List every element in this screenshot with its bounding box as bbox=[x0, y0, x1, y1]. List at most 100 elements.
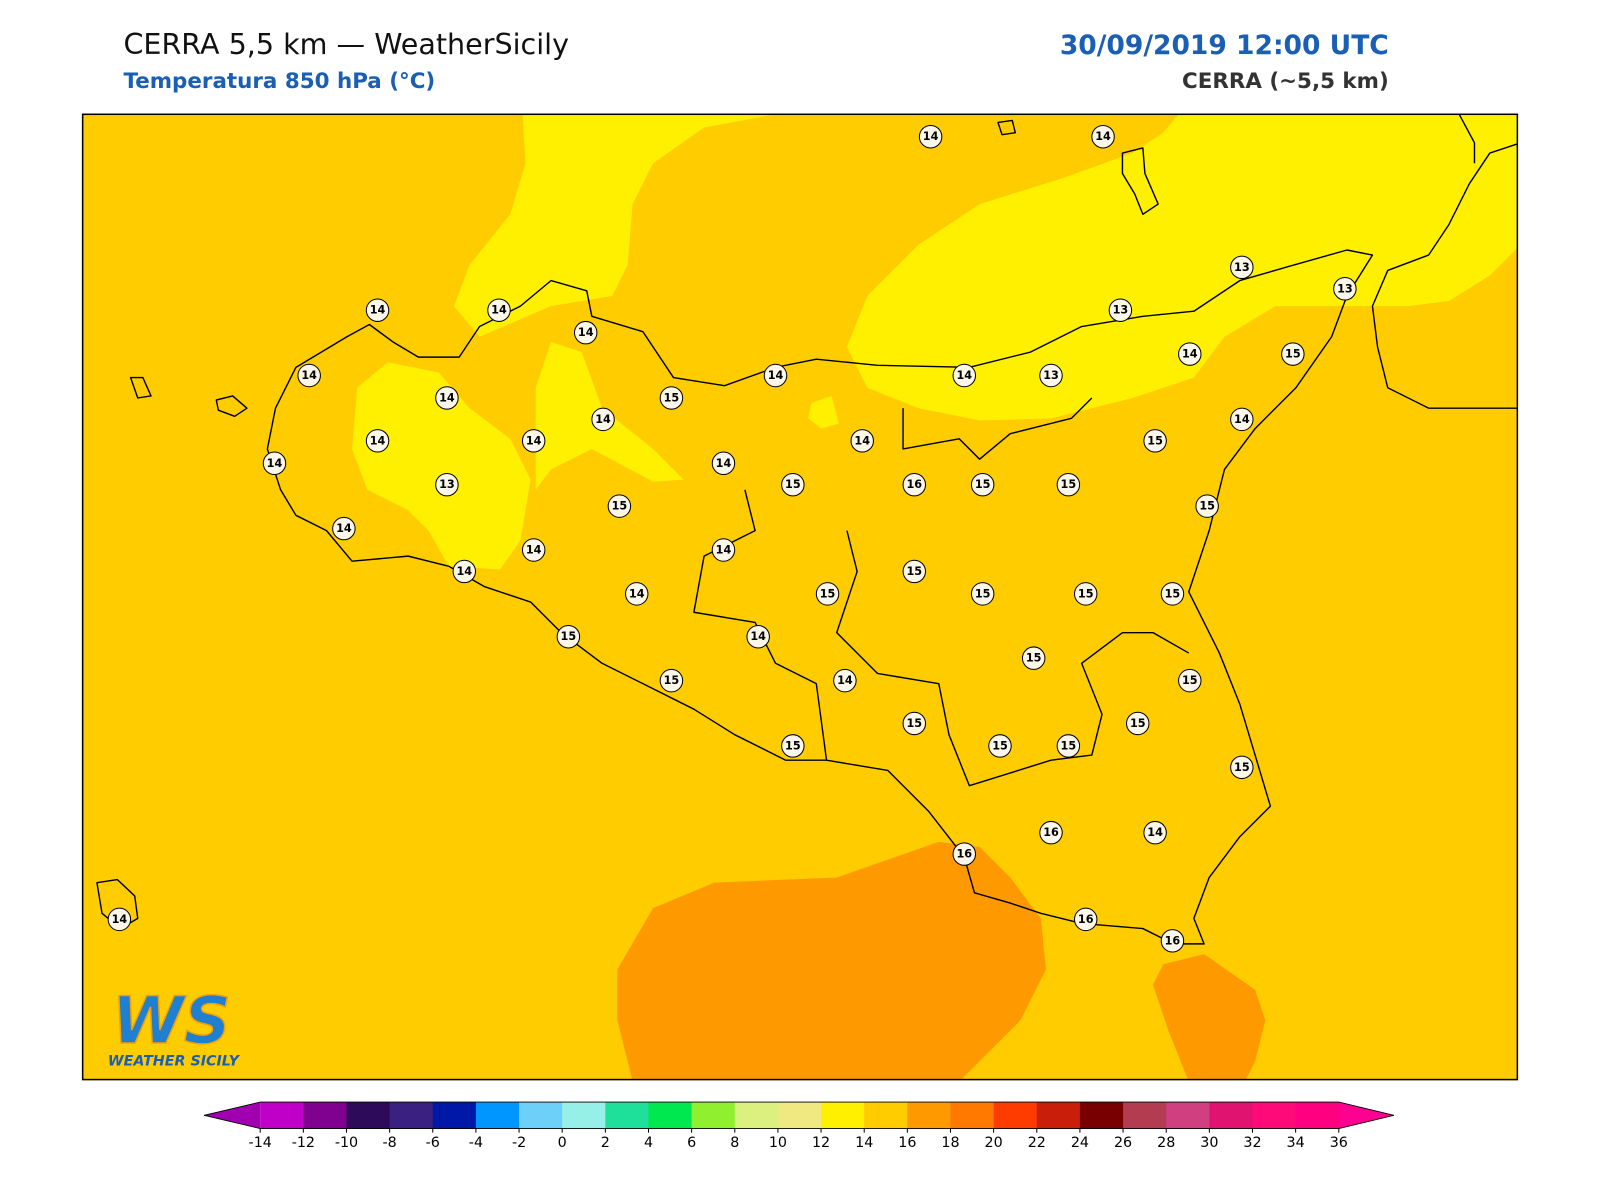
station-marker bbox=[1178, 668, 1202, 693]
colorbar-tick-label: 22 bbox=[1028, 1135, 1046, 1151]
station-value: 14 bbox=[336, 522, 352, 535]
station-marker bbox=[659, 386, 684, 410]
station-marker bbox=[262, 451, 287, 475]
station: 14 bbox=[1178, 342, 1202, 366]
colorbar-tick-label: -12 bbox=[292, 1135, 315, 1151]
station-marker bbox=[487, 298, 511, 322]
colorbar-bin bbox=[1036, 1102, 1081, 1129]
station-value: 14 bbox=[491, 304, 507, 317]
station-value: 14 bbox=[629, 587, 645, 600]
station: 15 bbox=[1195, 494, 1219, 518]
station: 15 bbox=[659, 386, 684, 410]
station-marker bbox=[297, 363, 321, 388]
station-marker bbox=[1108, 298, 1133, 322]
station-value: 15 bbox=[1147, 434, 1163, 447]
colorbar-bin bbox=[1252, 1102, 1297, 1129]
station-value: 14 bbox=[716, 544, 732, 557]
station-value: 15 bbox=[1061, 739, 1077, 752]
station: 14 bbox=[262, 451, 287, 475]
station-marker bbox=[1091, 125, 1115, 149]
station: 14 bbox=[573, 320, 598, 345]
station-value: 14 bbox=[1147, 826, 1163, 839]
colorbar-tick-label: 14 bbox=[855, 1135, 873, 1151]
station: 14 bbox=[1143, 820, 1167, 845]
station: 14 bbox=[1091, 125, 1115, 149]
colorbar-tick-label: 12 bbox=[812, 1135, 830, 1151]
colorbar-tick-label: 34 bbox=[1287, 1135, 1305, 1151]
station-marker bbox=[970, 582, 995, 606]
colorbar-tick-label: 24 bbox=[1071, 1135, 1089, 1151]
station-marker bbox=[573, 320, 598, 345]
colorbar-bin bbox=[389, 1102, 434, 1129]
station: 16 bbox=[1160, 929, 1185, 953]
station-marker bbox=[952, 363, 977, 388]
colorbar-tick-label: 36 bbox=[1330, 1135, 1348, 1151]
station: 15 bbox=[659, 668, 684, 693]
station-value: 14 bbox=[370, 434, 386, 447]
station-marker bbox=[521, 429, 546, 453]
colorbar-bin bbox=[475, 1102, 520, 1129]
station-marker bbox=[1039, 363, 1063, 388]
station-value: 16 bbox=[1165, 934, 1181, 947]
station-marker bbox=[1143, 429, 1167, 453]
isotherm-region bbox=[454, 114, 776, 337]
station: 16 bbox=[902, 472, 927, 497]
station-value: 15 bbox=[1165, 587, 1181, 600]
station-value: 14 bbox=[854, 434, 870, 447]
station: 15 bbox=[815, 582, 840, 606]
colorbar-tick-label: 8 bbox=[730, 1135, 739, 1151]
station-marker bbox=[521, 538, 546, 562]
colorbar-tick-label: 18 bbox=[941, 1135, 959, 1151]
station: 15 bbox=[1056, 472, 1081, 497]
colorbar-bin bbox=[1166, 1102, 1210, 1129]
station-marker bbox=[625, 582, 649, 606]
station: 15 bbox=[1021, 646, 1046, 670]
station-marker bbox=[918, 125, 943, 149]
station-value: 15 bbox=[1182, 674, 1198, 687]
station-value: 13 bbox=[1234, 261, 1250, 274]
subtitle: Temperatura 850 hPa (°C) bbox=[123, 69, 435, 94]
colorbar-tick-label: -6 bbox=[426, 1135, 440, 1151]
station: 15 bbox=[1143, 429, 1167, 453]
station-value: 14 bbox=[1095, 130, 1111, 143]
station-marker bbox=[365, 429, 390, 453]
colorbar-bin bbox=[777, 1102, 822, 1129]
coastline bbox=[1458, 114, 1476, 164]
station-value: 14 bbox=[956, 369, 972, 382]
coastline bbox=[215, 395, 248, 418]
station: 14 bbox=[521, 538, 546, 562]
station: 15 bbox=[607, 494, 632, 518]
station: 14 bbox=[625, 582, 649, 606]
coastline bbox=[693, 489, 828, 761]
isotherm-region bbox=[617, 841, 1046, 1080]
station: 13 bbox=[1039, 363, 1063, 388]
station-value: 13 bbox=[439, 478, 455, 491]
station: 15 bbox=[1126, 711, 1150, 736]
station-marker bbox=[435, 472, 459, 497]
station: 14 bbox=[952, 363, 977, 388]
colorbar-tick-label: -10 bbox=[335, 1135, 358, 1151]
station-marker bbox=[607, 494, 632, 518]
station-marker bbox=[1073, 582, 1098, 606]
station-marker bbox=[365, 298, 390, 322]
station: 14 bbox=[297, 363, 321, 388]
logo-mark: WS bbox=[112, 983, 231, 1059]
station-marker bbox=[850, 429, 874, 453]
station-value: 16 bbox=[956, 848, 972, 861]
station-value: 14 bbox=[526, 544, 542, 557]
station: 15 bbox=[781, 734, 805, 758]
coastline bbox=[997, 119, 1017, 136]
station: 14 bbox=[763, 363, 788, 388]
colorbar-tick-label: 16 bbox=[898, 1135, 916, 1151]
station-value: 16 bbox=[1043, 826, 1059, 839]
colorbar-bin bbox=[1295, 1102, 1340, 1129]
station-value: 15 bbox=[906, 717, 922, 730]
station-marker bbox=[556, 625, 581, 649]
colorbar-bin bbox=[605, 1102, 649, 1129]
station: 14 bbox=[850, 429, 874, 453]
colorbar-extend-min bbox=[204, 1102, 261, 1129]
station: 15 bbox=[1281, 342, 1305, 366]
colorbar-bin bbox=[562, 1102, 606, 1129]
station: 14 bbox=[1230, 407, 1254, 432]
